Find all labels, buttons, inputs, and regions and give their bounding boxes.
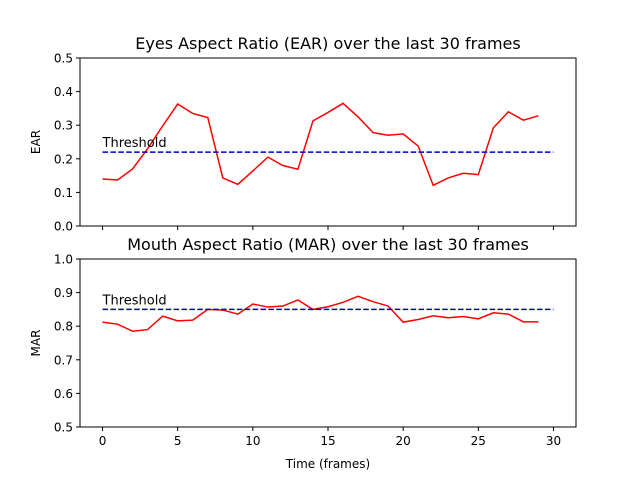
mar-ytick-label: 0.6 — [54, 387, 73, 401]
ear-ytick-label: 0.0 — [54, 220, 73, 234]
mar-threshold-label: Threshold — [102, 293, 167, 308]
ear-ytick-label: 0.3 — [54, 119, 73, 133]
mar-ytick-label: 0.7 — [54, 353, 73, 367]
mar-xtick-label: 5 — [174, 434, 182, 448]
ear-ytick-label: 0.4 — [54, 85, 73, 99]
mar-series-line — [102, 295, 539, 333]
mar-xtick-label: 30 — [546, 434, 561, 448]
mar-xtick-label: 10 — [245, 434, 260, 448]
mar-chart: Mouth Aspect Ratio (MAR) over the last 3… — [29, 235, 577, 471]
mar-chart-title: Mouth Aspect Ratio (MAR) over the last 3… — [127, 235, 529, 254]
mar-xtick-label: 25 — [471, 434, 486, 448]
ear-chart: Eyes Aspect Ratio (EAR) over the last 30… — [29, 34, 577, 234]
mar-ytick-label: 0.8 — [54, 320, 73, 334]
ear-ylabel: EAR — [29, 130, 43, 154]
ear-threshold-label: Threshold — [102, 136, 167, 151]
ear-ytick-label: 0.5 — [54, 52, 73, 66]
ear-chart-title: Eyes Aspect Ratio (EAR) over the last 30… — [135, 34, 520, 53]
mar-xtick-label: 0 — [99, 434, 107, 448]
mar-ytick-label: 0.9 — [54, 286, 73, 300]
mar-xtick-label: 15 — [320, 434, 335, 448]
mar-xtick-label: 20 — [396, 434, 411, 448]
mar-ytick-label: 0.5 — [54, 421, 73, 435]
ear-ytick-label: 0.1 — [54, 186, 73, 200]
mar-xlabel: Time (frames) — [285, 457, 370, 471]
mar-ytick-label: 1.0 — [54, 253, 73, 267]
ear-series-line — [102, 102, 539, 187]
ear-ytick-label: 0.2 — [54, 152, 73, 166]
mar-ylabel: MAR — [29, 330, 43, 357]
